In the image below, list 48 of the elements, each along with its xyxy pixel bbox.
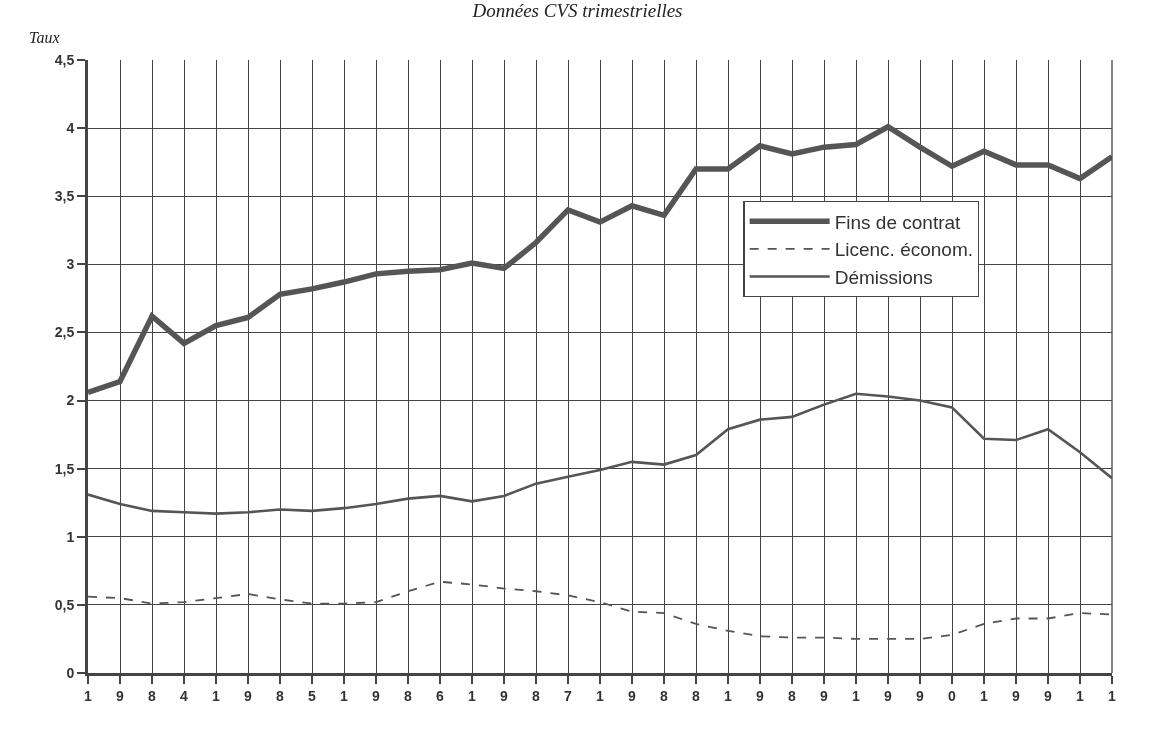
- x-tick-label: 9: [372, 687, 381, 704]
- x-tick-label: 0: [948, 687, 957, 704]
- y-tick-label: 4,5: [54, 51, 75, 68]
- x-tick-label: 1: [1108, 687, 1117, 704]
- x-tick-label: 8: [276, 687, 285, 704]
- x-tick-label: 9: [916, 687, 925, 704]
- x-tick-label: 8: [692, 687, 701, 704]
- y-tick-label: 3: [66, 256, 75, 273]
- x-tick-label: 9: [244, 687, 253, 704]
- x-tick-label: 7: [564, 687, 573, 704]
- y-tick-label: 3,5: [54, 188, 75, 205]
- x-tick-label: 9: [500, 687, 509, 704]
- x-tick-label: 9: [756, 687, 765, 704]
- x-tick-label: 8: [148, 687, 157, 704]
- x-tick-label: 9: [1012, 687, 1021, 704]
- y-tick-label: 4: [66, 120, 75, 137]
- x-tick-label: 9: [1044, 687, 1053, 704]
- y-axis-title: Taux: [29, 29, 60, 46]
- y-tick-label: 0,5: [54, 596, 75, 613]
- x-tick-label: 1: [724, 687, 733, 704]
- chart-title: Données CVS trimestrielles: [471, 0, 683, 22]
- y-tick-label: 2: [66, 392, 75, 409]
- x-tick-label: 9: [884, 687, 893, 704]
- x-tick-label: 8: [404, 687, 413, 704]
- legend-label: Démissions: [834, 266, 933, 288]
- x-tick-label: 1: [84, 687, 93, 704]
- x-tick-label: 1: [468, 687, 477, 704]
- legend-label: Fins de contrat: [834, 211, 962, 233]
- y-tick-label: 0: [66, 664, 75, 681]
- x-tick-label: 1: [980, 687, 989, 704]
- y-tick-label: 1,5: [54, 460, 75, 477]
- x-tick-label: 1: [852, 687, 861, 704]
- legend-label: Licenc. économ.: [834, 239, 974, 261]
- x-tick-label: 8: [532, 687, 541, 704]
- x-tick-label: 4: [180, 687, 189, 704]
- x-tick-label: 1: [212, 687, 221, 704]
- y-tick-label: 2,5: [54, 324, 75, 341]
- x-tick-label: 1: [1076, 687, 1085, 704]
- x-tick-label: 1: [596, 687, 605, 704]
- x-tick-label: 9: [116, 687, 125, 704]
- x-tick-label: 6: [436, 687, 445, 704]
- x-tick-label: 8: [660, 687, 669, 704]
- x-tick-label: 5: [308, 687, 317, 704]
- x-tick-label: 8: [788, 687, 797, 704]
- x-tick-label: 9: [628, 687, 637, 704]
- x-tick-label: 9: [820, 687, 829, 704]
- y-tick-label: 1: [66, 528, 75, 545]
- x-tick-label: 1: [340, 687, 349, 704]
